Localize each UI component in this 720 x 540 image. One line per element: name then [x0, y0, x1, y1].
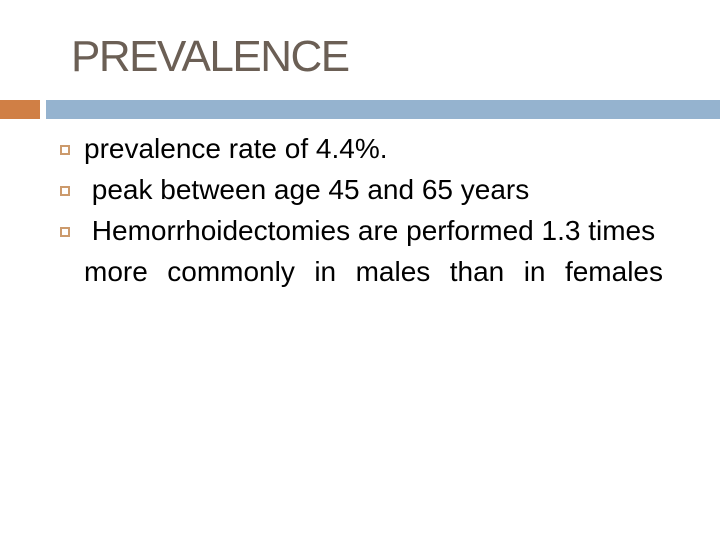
- title-divider-blue-bar: [46, 100, 720, 119]
- bullet-item-peak-age: peak between age 45 and 65 years: [60, 173, 672, 206]
- bullet-square-icon: [60, 186, 70, 196]
- bullet-text: prevalence rate of 4.4%.: [84, 133, 388, 164]
- bullet-item-prevalence-rate: prevalence rate of 4.4%.: [60, 132, 672, 165]
- bullet-list: prevalence rate of 4.4%. peak between ag…: [60, 132, 672, 288]
- bullet-square-icon: [60, 227, 70, 237]
- bullet-item-hemorrhoidectomies: Hemorrhoidectomies are performed 1.3 tim…: [60, 214, 672, 247]
- bullet-text: Hemorrhoidectomies are performed 1.3 tim…: [84, 215, 656, 246]
- bullet-item-hemorrhoidectomies-continuation: more commonly in males than in females: [84, 256, 663, 287]
- bullet-text: peak between age 45 and 65 years: [84, 174, 530, 205]
- bullet-square-icon: [60, 145, 70, 155]
- slide-title: PREVALENCE: [71, 32, 350, 81]
- title-divider-orange-accent: [0, 100, 40, 119]
